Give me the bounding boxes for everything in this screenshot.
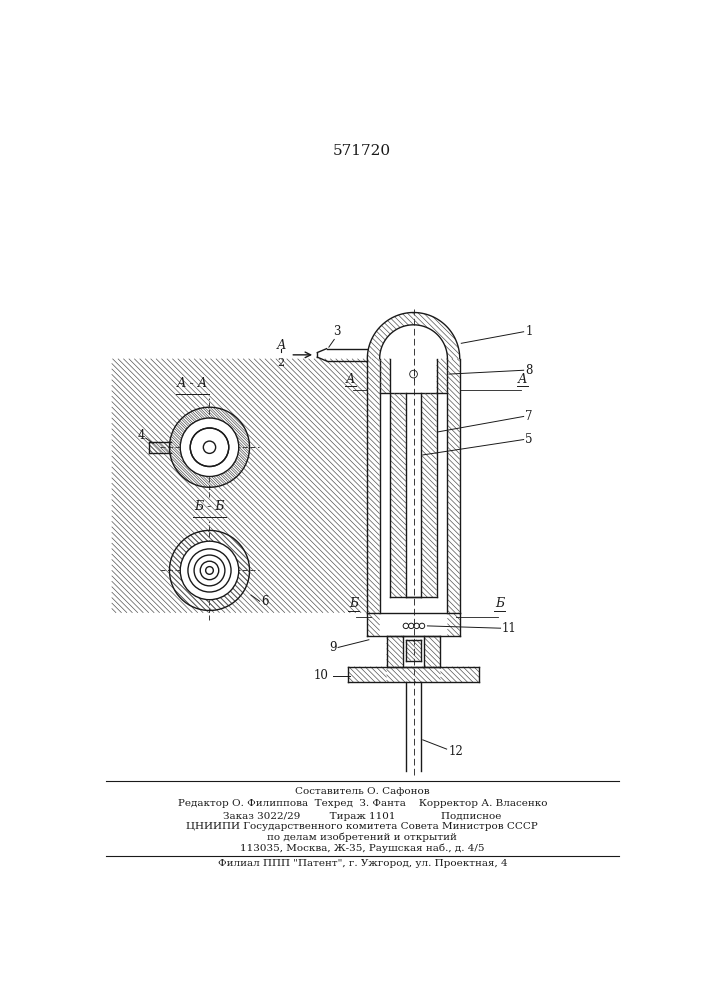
Text: 12: 12 [448, 745, 463, 758]
Text: 6: 6 [261, 595, 269, 608]
Text: А: А [276, 339, 286, 352]
Circle shape [180, 418, 238, 476]
Text: 113035, Москва, Ж-35, Раушская наб., д. 4/5: 113035, Москва, Ж-35, Раушская наб., д. … [240, 844, 484, 853]
Text: А: А [346, 373, 355, 386]
Text: Составитель О. Сафонов: Составитель О. Сафонов [295, 787, 430, 796]
Text: Редактор О. Филиппова  Техред  З. Фанта    Корректор А. Власенко: Редактор О. Филиппова Техред З. Фанта Ко… [177, 799, 547, 808]
Text: 8: 8 [525, 364, 532, 377]
Text: Филиал ППП "Патент", г. Ужгород, ул. Проектная, 4: Филиал ППП "Патент", г. Ужгород, ул. Про… [218, 859, 507, 868]
Circle shape [180, 541, 239, 600]
Text: 1: 1 [525, 325, 532, 338]
Text: 7: 7 [525, 410, 532, 423]
Text: 4: 4 [138, 429, 146, 442]
Text: 2: 2 [278, 358, 285, 368]
Circle shape [194, 555, 225, 586]
Text: 11: 11 [502, 622, 517, 635]
Circle shape [206, 567, 214, 574]
Text: 5: 5 [525, 433, 532, 446]
Text: ЦНИИПИ Государственного комитета Совета Министров СССР: ЦНИИПИ Государственного комитета Совета … [187, 822, 538, 831]
Text: Б - Б: Б - Б [194, 500, 225, 513]
Text: 10: 10 [314, 669, 329, 682]
Text: 571720: 571720 [333, 144, 391, 158]
Text: по делам изобретений и открытий: по делам изобретений и открытий [267, 833, 457, 842]
Text: Б: Б [349, 597, 358, 610]
Text: А - А: А - А [177, 377, 208, 390]
Text: Б: Б [495, 597, 504, 610]
Text: А: А [518, 373, 527, 386]
Text: Заказ 3022/29         Тираж 1101              Подписное: Заказ 3022/29 Тираж 1101 Подписное [223, 812, 501, 821]
Text: 9: 9 [329, 641, 337, 654]
Text: 3: 3 [333, 325, 340, 338]
